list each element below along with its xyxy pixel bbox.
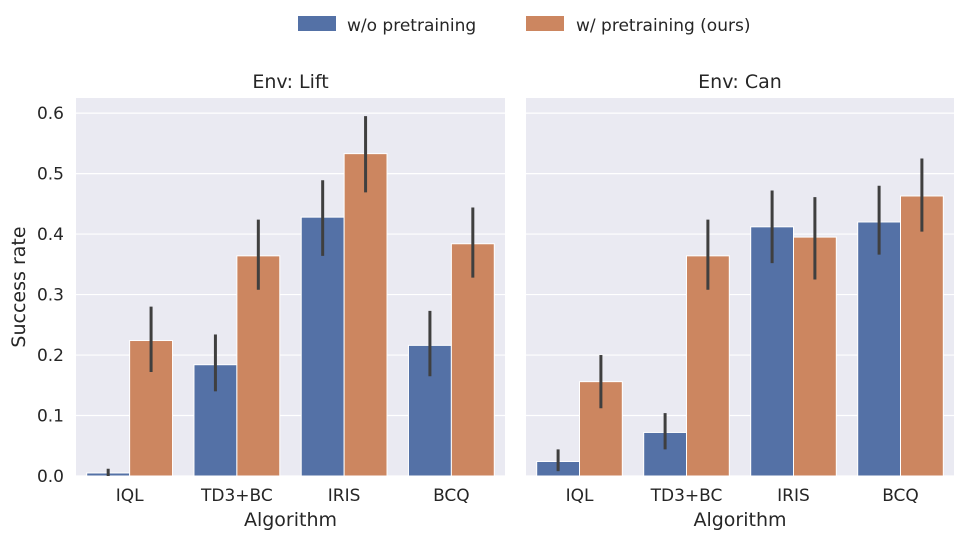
bar-iris-series-1 [343, 153, 388, 477]
bar-td3bc-series-1 [686, 255, 730, 477]
x-tick-label: TD3+BC [650, 486, 723, 506]
x-tick-label: BCQ [882, 486, 919, 506]
y-tick-label: 0.4 [37, 225, 64, 245]
x-tick-label: IRIS [777, 486, 810, 506]
x-tick-label: IQL [116, 486, 144, 506]
legend: w/o pretraining w/ pretraining (ours) [298, 16, 750, 36]
x-axis-label: Algorithm [693, 509, 786, 531]
x-tick-label: IRIS [328, 486, 361, 506]
x-tick-label: TD3+BC [200, 486, 273, 506]
y-tick-label: 0.0 [37, 467, 64, 487]
y-tick-label: 0.6 [37, 104, 64, 124]
x-tick-label: BCQ [433, 486, 470, 506]
bar-bcq-series-0 [857, 221, 902, 477]
y-tick-label: 0.5 [37, 165, 64, 185]
y-tick-label: 0.1 [37, 407, 64, 427]
bar-td3bc-series-1 [236, 255, 281, 477]
bar-bcq-series-1 [900, 195, 944, 477]
legend-swatch-w-pretraining [526, 16, 564, 31]
panel-lift: 0.0 0.1 0.2 0.3 0.4 0.5 0.6 IQL TD3+BC IRIS BCQ Env… [8, 71, 505, 531]
panel-can: IQL TD3+BC IRIS BCQ Env: Can Algorithm [526, 71, 954, 531]
x-axis-label: Algorithm [244, 509, 337, 531]
x-tick-label: IQL [566, 486, 594, 506]
bar-bcq-series-1 [450, 243, 495, 477]
bar-iris-series-0 [300, 216, 345, 477]
y-axis-label: Success rate [8, 226, 30, 347]
chart-title: Env: Can [698, 71, 782, 93]
y-tick-label: 0.2 [37, 346, 64, 366]
legend-label-w-pretraining: w/ pretraining (ours) [576, 16, 750, 36]
bar-iris-series-0 [750, 226, 795, 477]
legend-label-wo-pretraining: w/o pretraining [347, 16, 476, 36]
chart-title: Env: Lift [252, 71, 328, 93]
y-tick-label: 0.3 [37, 286, 64, 306]
legend-swatch-wo-pretraining [298, 16, 336, 31]
